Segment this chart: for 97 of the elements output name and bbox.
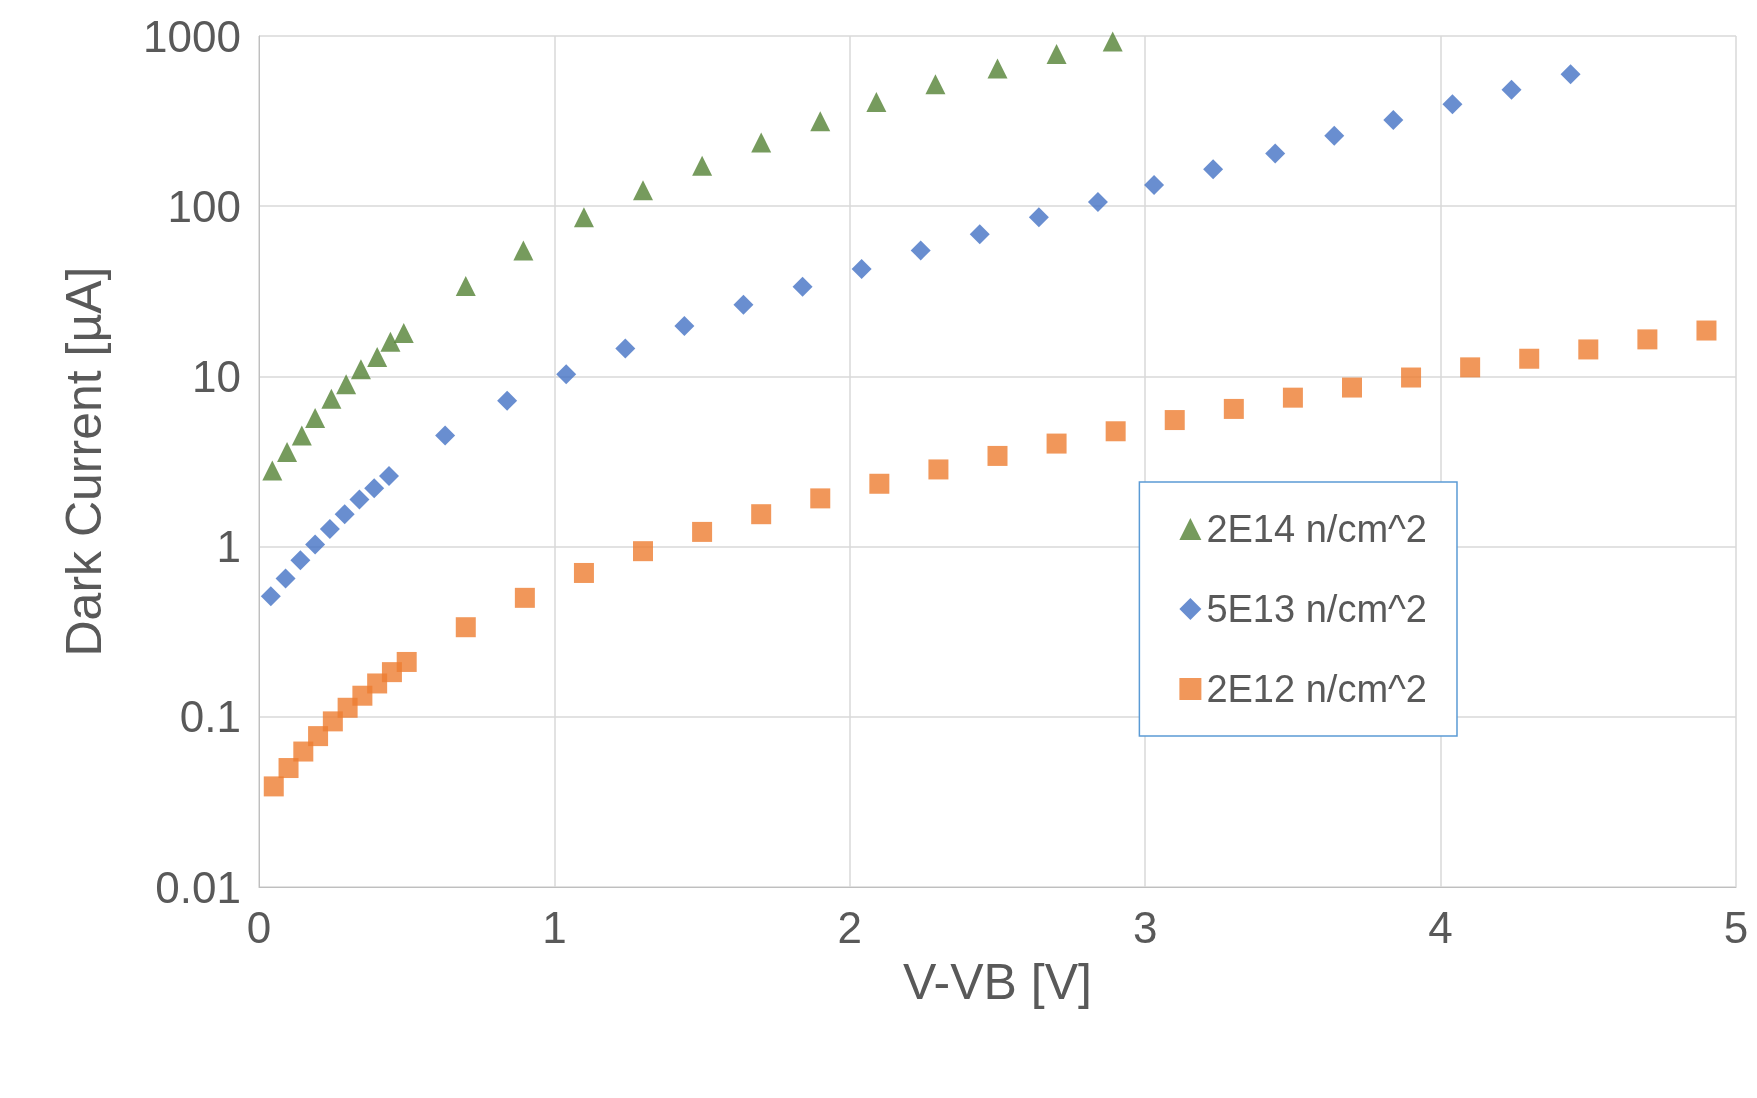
point — [305, 407, 326, 428]
point — [792, 276, 813, 297]
point — [751, 132, 772, 153]
point — [1560, 64, 1581, 85]
point — [305, 534, 326, 555]
point — [513, 240, 534, 261]
point — [290, 550, 311, 571]
point — [1578, 339, 1599, 360]
point — [352, 685, 373, 706]
x-tick-label: 0 — [246, 902, 272, 952]
point — [987, 445, 1008, 466]
point — [969, 224, 990, 245]
point — [334, 504, 355, 525]
point — [455, 617, 476, 638]
point — [275, 568, 296, 589]
point — [1046, 433, 1067, 454]
point — [262, 460, 283, 481]
point — [497, 390, 518, 411]
point — [396, 651, 417, 672]
x-tick-label: 2 — [837, 902, 863, 952]
point — [378, 465, 399, 486]
point — [866, 92, 887, 113]
point — [925, 74, 946, 95]
point — [1383, 109, 1404, 130]
point — [514, 587, 535, 608]
y-tick-label: 10 — [192, 351, 241, 401]
point — [293, 741, 314, 762]
point — [692, 521, 713, 542]
point — [1144, 175, 1165, 196]
point — [573, 207, 594, 228]
point — [1460, 357, 1481, 378]
point — [278, 758, 299, 779]
point — [987, 58, 1008, 79]
point — [928, 459, 949, 480]
legend-label: 2E12 n/cm^2 — [1206, 668, 1428, 710]
point — [367, 347, 388, 368]
point — [692, 155, 713, 176]
point — [733, 294, 754, 315]
point — [1046, 43, 1067, 64]
point — [633, 541, 654, 562]
point — [1501, 79, 1522, 100]
point — [350, 359, 371, 380]
point — [364, 478, 385, 499]
point — [1087, 191, 1108, 212]
y-axis-title: Dark Current [µA] — [56, 266, 112, 657]
point — [751, 504, 772, 525]
point — [308, 726, 329, 747]
point — [1519, 348, 1540, 369]
point — [1105, 421, 1126, 442]
x-tick-label: 3 — [1132, 902, 1158, 952]
point — [1637, 329, 1658, 350]
point — [435, 425, 456, 446]
point — [322, 711, 343, 732]
point — [260, 586, 281, 607]
point — [1324, 125, 1345, 146]
point — [380, 331, 401, 352]
point — [263, 776, 284, 797]
point — [291, 425, 312, 446]
x-tick-label: 5 — [1723, 902, 1749, 952]
y-tick-label: 100 — [167, 181, 241, 231]
x-tick-label: 1 — [542, 902, 567, 952]
legend-label: 2E14 n/cm^2 — [1206, 508, 1428, 550]
point — [615, 338, 636, 359]
point — [321, 388, 342, 409]
point — [674, 315, 695, 336]
point — [810, 488, 831, 509]
point — [349, 489, 370, 510]
point — [1696, 320, 1717, 341]
point — [393, 322, 414, 343]
point — [1102, 31, 1123, 52]
point — [455, 275, 476, 296]
x-axis-title: V-VB [V] — [903, 954, 1092, 1010]
y-tick-label: 1000 — [143, 11, 241, 61]
point — [1442, 94, 1463, 115]
point — [556, 364, 577, 385]
point — [336, 374, 357, 395]
x-tick-label: 4 — [1428, 902, 1453, 952]
point — [1223, 398, 1244, 419]
legend-label: 5E13 n/cm^2 — [1206, 588, 1428, 630]
point — [1401, 367, 1422, 388]
y-tick-label: 0.1 — [179, 692, 241, 742]
point — [1028, 207, 1049, 228]
point — [810, 111, 831, 132]
point — [869, 473, 890, 494]
point — [910, 240, 931, 261]
point — [1164, 410, 1185, 431]
point — [1265, 143, 1286, 164]
point — [633, 180, 654, 201]
point — [1203, 159, 1224, 180]
y-tick-label: 0.01 — [155, 862, 241, 912]
point — [1282, 387, 1303, 408]
y-tick-label: 1 — [216, 522, 241, 572]
point — [851, 258, 872, 279]
point — [319, 518, 340, 539]
point — [277, 441, 298, 462]
point — [573, 562, 594, 583]
point — [1341, 377, 1362, 398]
